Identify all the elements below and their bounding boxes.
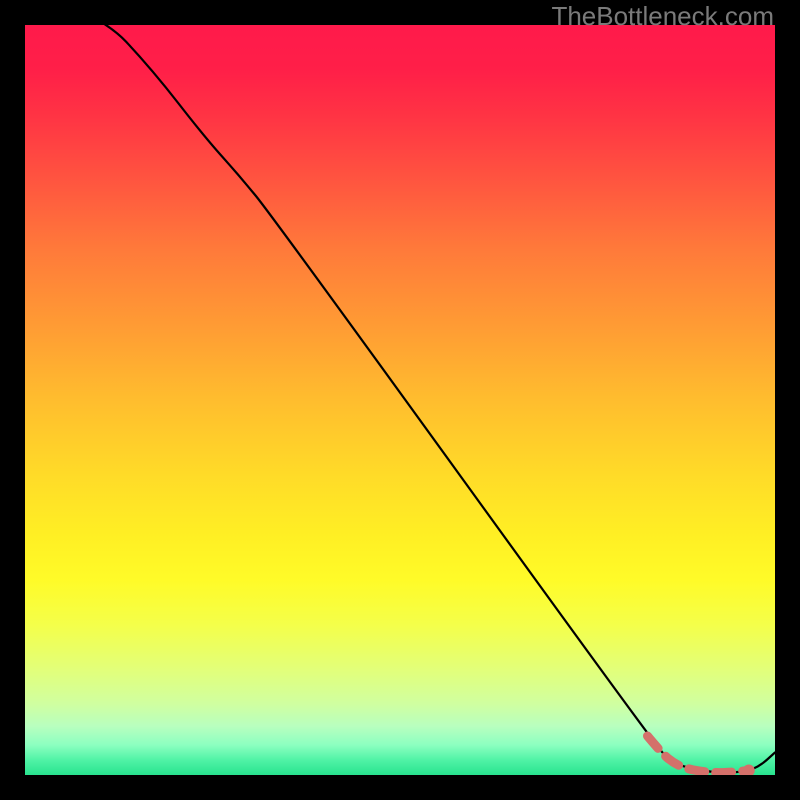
watermark: TheBottleneck.com [551, 1, 774, 32]
chart-container: TheBottleneck.com [0, 0, 800, 800]
watermark-text: TheBottleneck.com [551, 1, 774, 31]
plot-area [25, 25, 775, 775]
line-plot [25, 25, 775, 775]
